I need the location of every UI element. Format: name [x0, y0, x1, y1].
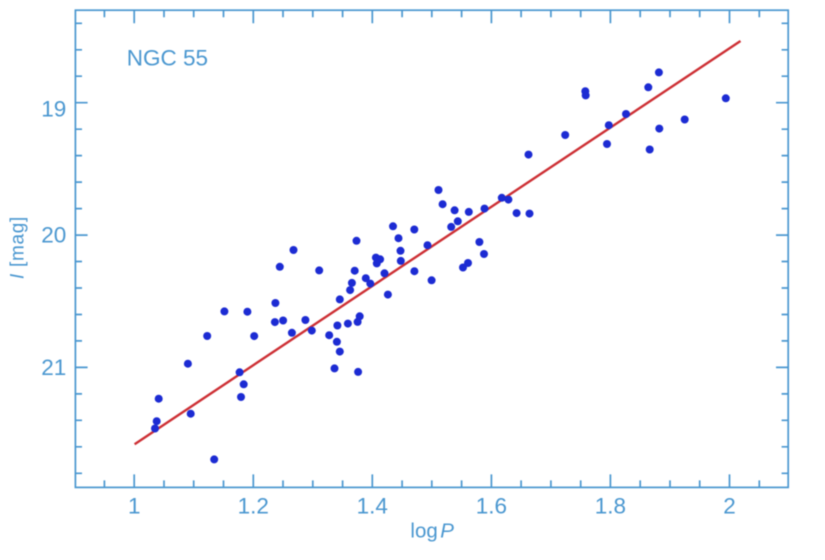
svg-text:1: 1 [128, 494, 141, 519]
svg-text:2: 2 [723, 494, 736, 519]
svg-text:NGC 55: NGC 55 [127, 46, 208, 71]
svg-text:20: 20 [41, 222, 66, 247]
svg-text:1.8: 1.8 [595, 494, 626, 519]
svg-text:1.6: 1.6 [476, 494, 507, 519]
svg-text:1.2: 1.2 [238, 494, 269, 519]
svg-text:1.4: 1.4 [357, 494, 388, 519]
svg-text:I [mag]: I [mag] [7, 216, 28, 279]
svg-text:19: 19 [41, 96, 66, 121]
svg-text:21: 21 [41, 355, 66, 380]
